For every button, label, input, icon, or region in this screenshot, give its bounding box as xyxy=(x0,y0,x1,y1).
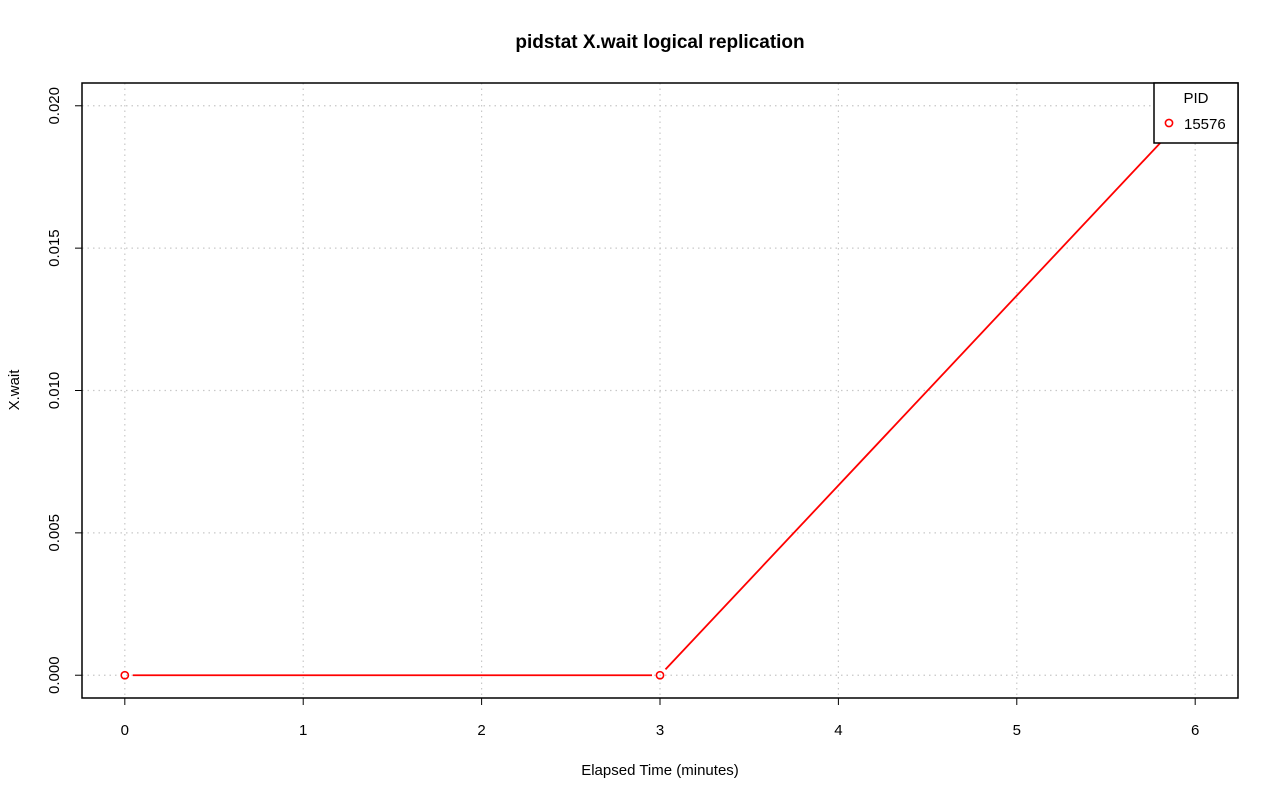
legend-entry-label: 15576 xyxy=(1184,116,1226,133)
chart-title: pidstat X.wait logical replication xyxy=(515,32,804,53)
y-tick-label: 0.010 xyxy=(46,372,63,410)
x-tick-label: 1 xyxy=(299,722,307,739)
grid xyxy=(82,83,1238,698)
x-tick-label: 3 xyxy=(656,722,664,739)
y-tick-label: 0.015 xyxy=(46,229,63,267)
x-tick-label: 5 xyxy=(1013,722,1021,739)
y-axis: 0.000 0.005 0.010 0.015 0.020 xyxy=(46,87,82,694)
data-point xyxy=(655,670,665,680)
x-tick-label: 6 xyxy=(1191,722,1199,739)
data-point xyxy=(120,670,130,680)
y-tick-label: 0.020 xyxy=(46,87,63,125)
x-axis-label: Elapsed Time (minutes) xyxy=(581,762,739,779)
legend: PID 15576 xyxy=(1153,82,1239,144)
x-tick-label: 2 xyxy=(477,722,485,739)
y-tick-label: 0.005 xyxy=(46,514,63,552)
legend-marker xyxy=(1164,118,1174,128)
x-axis: 0 1 2 3 4 5 6 xyxy=(121,698,1199,739)
legend-title: PID xyxy=(1183,90,1208,107)
series-line-segment xyxy=(664,110,1191,671)
x-tick-label: 4 xyxy=(834,722,842,739)
y-axis-label: X.wait xyxy=(6,369,23,411)
x-tick-label: 0 xyxy=(121,722,129,739)
y-tick-label: 0.000 xyxy=(46,656,63,694)
legend-box xyxy=(1153,82,1239,144)
